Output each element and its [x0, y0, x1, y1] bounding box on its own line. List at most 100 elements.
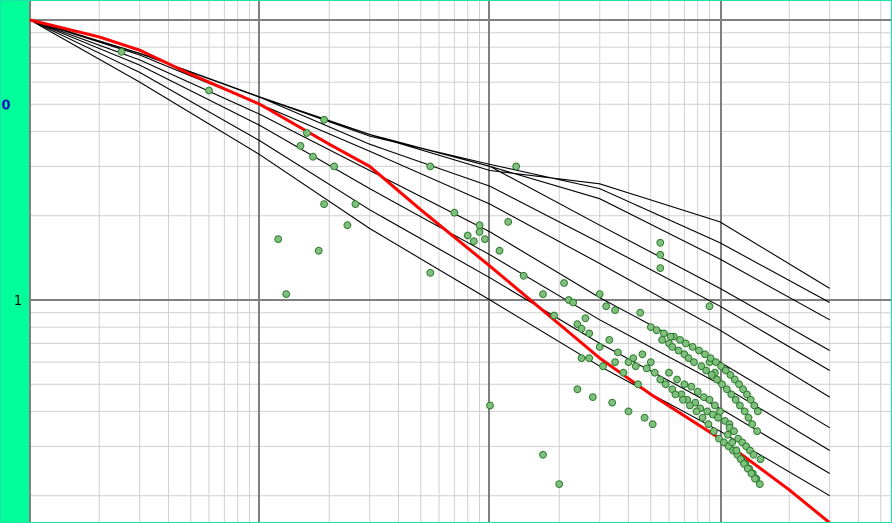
type-curve — [29, 19, 830, 451]
data-point — [713, 375, 721, 384]
data-point — [539, 450, 547, 459]
data-point — [205, 86, 213, 95]
data-point — [550, 311, 558, 320]
data-point — [330, 162, 339, 171]
data-point — [469, 237, 478, 246]
data-point — [343, 221, 352, 230]
data-point — [320, 200, 329, 209]
data-point — [426, 162, 435, 171]
data-point — [712, 358, 720, 367]
y-tick-label: 1 — [14, 294, 22, 309]
data-point — [702, 366, 710, 375]
data-point — [309, 152, 317, 161]
data-point — [716, 407, 724, 416]
data-point — [652, 326, 661, 335]
data-point — [573, 385, 582, 394]
major-grid — [29, 0, 892, 523]
type-curve — [29, 19, 830, 398]
data-point — [320, 115, 329, 124]
data-point — [303, 129, 311, 137]
data-point — [740, 407, 749, 416]
data-point — [753, 407, 762, 416]
data-point — [614, 348, 622, 357]
data-point — [351, 200, 360, 209]
data-point — [642, 364, 651, 373]
data-point — [721, 366, 730, 375]
data-point — [611, 358, 619, 367]
data-point — [117, 47, 126, 56]
data-point — [629, 354, 638, 363]
data-point — [750, 401, 759, 410]
data-point — [739, 385, 747, 394]
data-point — [668, 343, 677, 351]
data-point — [650, 368, 659, 377]
data-point — [646, 323, 655, 332]
data-point — [638, 350, 647, 359]
data-point — [656, 375, 665, 384]
data-point — [744, 413, 753, 422]
data-point — [426, 269, 435, 277]
tick-labels: 10 — [1, 98, 22, 309]
match-curve-layer — [29, 18, 831, 523]
data-point — [656, 238, 665, 247]
data-points — [117, 47, 765, 489]
data-point — [555, 480, 564, 489]
data-point — [636, 308, 645, 317]
data-point — [512, 162, 521, 171]
data-point — [749, 450, 758, 459]
data-point — [717, 362, 725, 371]
data-point — [450, 208, 459, 217]
data-point — [475, 228, 484, 236]
data-point — [640, 413, 649, 422]
data-point — [718, 380, 726, 389]
y-tick-label: 0 — [1, 98, 10, 113]
data-point — [753, 427, 761, 436]
data-point — [748, 420, 757, 429]
data-point — [705, 395, 714, 404]
data-point — [481, 235, 489, 244]
data-point — [539, 290, 547, 299]
data-point — [656, 264, 665, 273]
data-point — [588, 393, 597, 402]
data-point — [711, 401, 719, 410]
data-point — [707, 371, 716, 379]
data-point — [693, 387, 702, 396]
data-point — [679, 395, 687, 404]
data-point — [595, 343, 604, 351]
data-point — [673, 375, 681, 384]
data-point — [296, 142, 305, 150]
data-point — [676, 336, 684, 344]
data-point — [704, 420, 713, 429]
data-point — [731, 395, 740, 404]
data-point — [680, 380, 689, 389]
data-point — [581, 314, 590, 323]
data-point — [706, 354, 715, 363]
data-point — [705, 302, 714, 311]
data-point — [692, 407, 701, 416]
data-point — [746, 395, 755, 404]
data-point — [665, 368, 673, 377]
data-point — [605, 336, 614, 344]
data-point — [274, 235, 283, 244]
data-point — [660, 329, 668, 338]
data-point — [631, 362, 640, 371]
data-point — [314, 246, 323, 255]
data-point — [723, 430, 732, 439]
data-point — [690, 358, 698, 367]
data-point — [681, 339, 690, 348]
data-point — [646, 358, 655, 367]
data-point — [747, 469, 756, 478]
data-point — [666, 332, 675, 341]
data-point — [698, 413, 707, 422]
data-point — [735, 380, 743, 389]
data-point — [674, 346, 683, 355]
data-point — [569, 298, 578, 307]
data-point — [743, 390, 751, 399]
data-point — [595, 290, 604, 299]
data-point — [751, 474, 759, 483]
data-point — [619, 368, 628, 377]
data-point — [695, 346, 703, 355]
data-point — [730, 427, 738, 436]
